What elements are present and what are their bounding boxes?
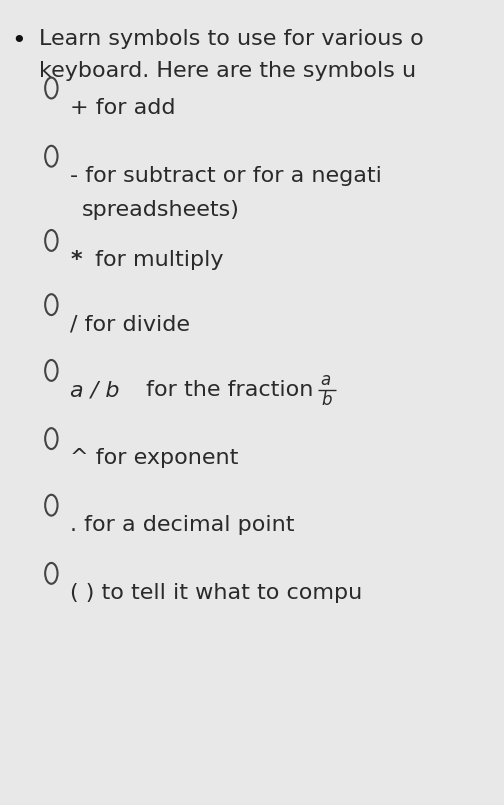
Text: a: a xyxy=(320,371,331,389)
Text: b: b xyxy=(322,391,332,409)
Text: ^ for exponent: ^ for exponent xyxy=(71,448,239,469)
Text: ( ) to tell it what to compu: ( ) to tell it what to compu xyxy=(71,583,363,603)
Text: *: * xyxy=(71,250,82,270)
Text: / for divide: / for divide xyxy=(71,314,191,334)
Text: - for subtract or for a negati: - for subtract or for a negati xyxy=(71,166,382,186)
Text: keyboard. Here are the symbols u: keyboard. Here are the symbols u xyxy=(39,60,417,80)
Text: a / b: a / b xyxy=(71,380,120,400)
Text: •: • xyxy=(11,30,26,53)
Text: + for add: + for add xyxy=(71,97,176,118)
Text: for the fraction: for the fraction xyxy=(140,380,321,400)
Text: Learn symbols to use for various o: Learn symbols to use for various o xyxy=(39,30,424,49)
Text: for multiply: for multiply xyxy=(89,250,224,270)
Text: . for a decimal point: . for a decimal point xyxy=(71,515,295,535)
Text: spreadsheets): spreadsheets) xyxy=(82,200,240,221)
